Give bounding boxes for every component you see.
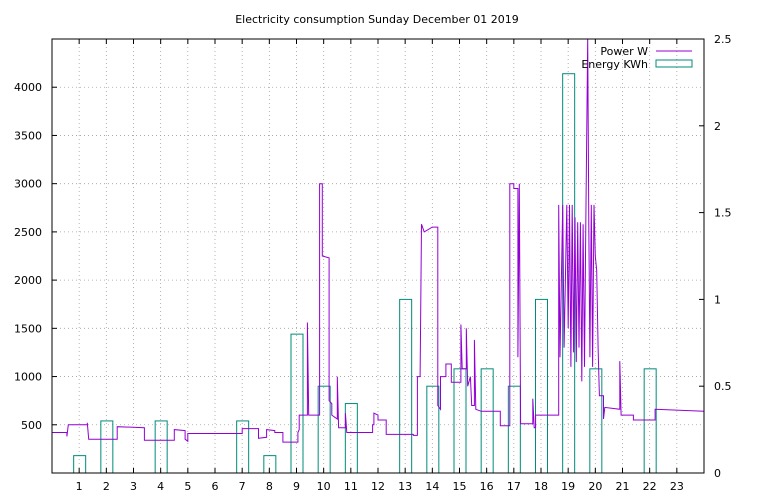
- energy-bar: [100, 420, 114, 474]
- energy-bar: [426, 385, 440, 474]
- x-tick-label: 16: [480, 480, 494, 493]
- x-tick-label: 19: [561, 480, 575, 493]
- x-tick-label: 21: [616, 480, 630, 493]
- energy-bar: [154, 420, 168, 474]
- x-tick-label: 2: [103, 480, 110, 493]
- x-tick-label: 13: [398, 480, 412, 493]
- y-left-tick-label: 3500: [14, 129, 42, 142]
- x-tick-label: 17: [507, 480, 521, 493]
- y-left-tick-label: 2500: [14, 226, 42, 239]
- y-right-tick-label: 1: [714, 293, 721, 306]
- y-left-tick-label: 1000: [14, 371, 42, 384]
- energy-bar: [535, 298, 548, 474]
- x-tick-label: 15: [453, 480, 467, 493]
- y-right-tick-label: 2.5: [714, 33, 732, 46]
- x-tick-label: 4: [157, 480, 164, 493]
- x-tick-label: 23: [670, 480, 684, 493]
- x-tick-label: 14: [425, 480, 439, 493]
- y-left-tick-label: 4000: [14, 81, 42, 94]
- energy-bar: [480, 368, 494, 474]
- legend-swatch-energy: [655, 59, 693, 68]
- x-tick-label: 8: [266, 480, 273, 493]
- x-tick-label: 10: [317, 480, 331, 493]
- x-tick-label: 18: [534, 480, 548, 493]
- legend-label-energy: Energy KWh: [581, 58, 648, 71]
- y-right-tick-label: 0: [714, 467, 721, 480]
- x-tick-label: 6: [212, 480, 219, 493]
- energy-bar: [344, 403, 358, 474]
- y-right-tick-label: 0.5: [714, 380, 732, 393]
- y-left-tick-label: 500: [21, 419, 42, 432]
- energy-bar: [643, 368, 657, 474]
- x-tick-label: 5: [184, 480, 191, 493]
- legend: Power W Energy KWh: [581, 45, 693, 71]
- y-left-tick-label: 1500: [14, 322, 42, 335]
- energy-bar: [399, 298, 413, 474]
- x-tick-label: 20: [588, 480, 602, 493]
- x-tick-label: 22: [643, 480, 657, 493]
- x-tick-label: 11: [344, 480, 358, 493]
- y-right-tick-label: 1.5: [714, 207, 732, 220]
- x-tick-label: 9: [293, 480, 300, 493]
- power-series-line: [52, 39, 704, 443]
- x-tick-label: 12: [371, 480, 385, 493]
- plot-border: [51, 38, 705, 474]
- energy-bar: [589, 368, 603, 474]
- y-left-tick-label: 2000: [14, 274, 42, 287]
- energy-bar: [290, 333, 304, 474]
- chart-title: Electricity consumption Sunday December …: [235, 13, 519, 26]
- y-left-tick-label: 3000: [14, 178, 42, 191]
- x-tick-label: 7: [239, 480, 246, 493]
- x-tick-label: 1: [76, 480, 83, 493]
- x-tick-label: 3: [130, 480, 137, 493]
- energy-bar: [453, 368, 467, 474]
- grid: [52, 39, 704, 473]
- y-right-tick-label: 2: [714, 120, 721, 133]
- legend-label-power: Power W: [600, 45, 648, 58]
- power-line: [52, 39, 704, 443]
- axes: 1 2 3 4 5 6 7 8 9 10 11 12 13 14 15 16 17 18 19 20 21 22 23500…: [14, 33, 732, 493]
